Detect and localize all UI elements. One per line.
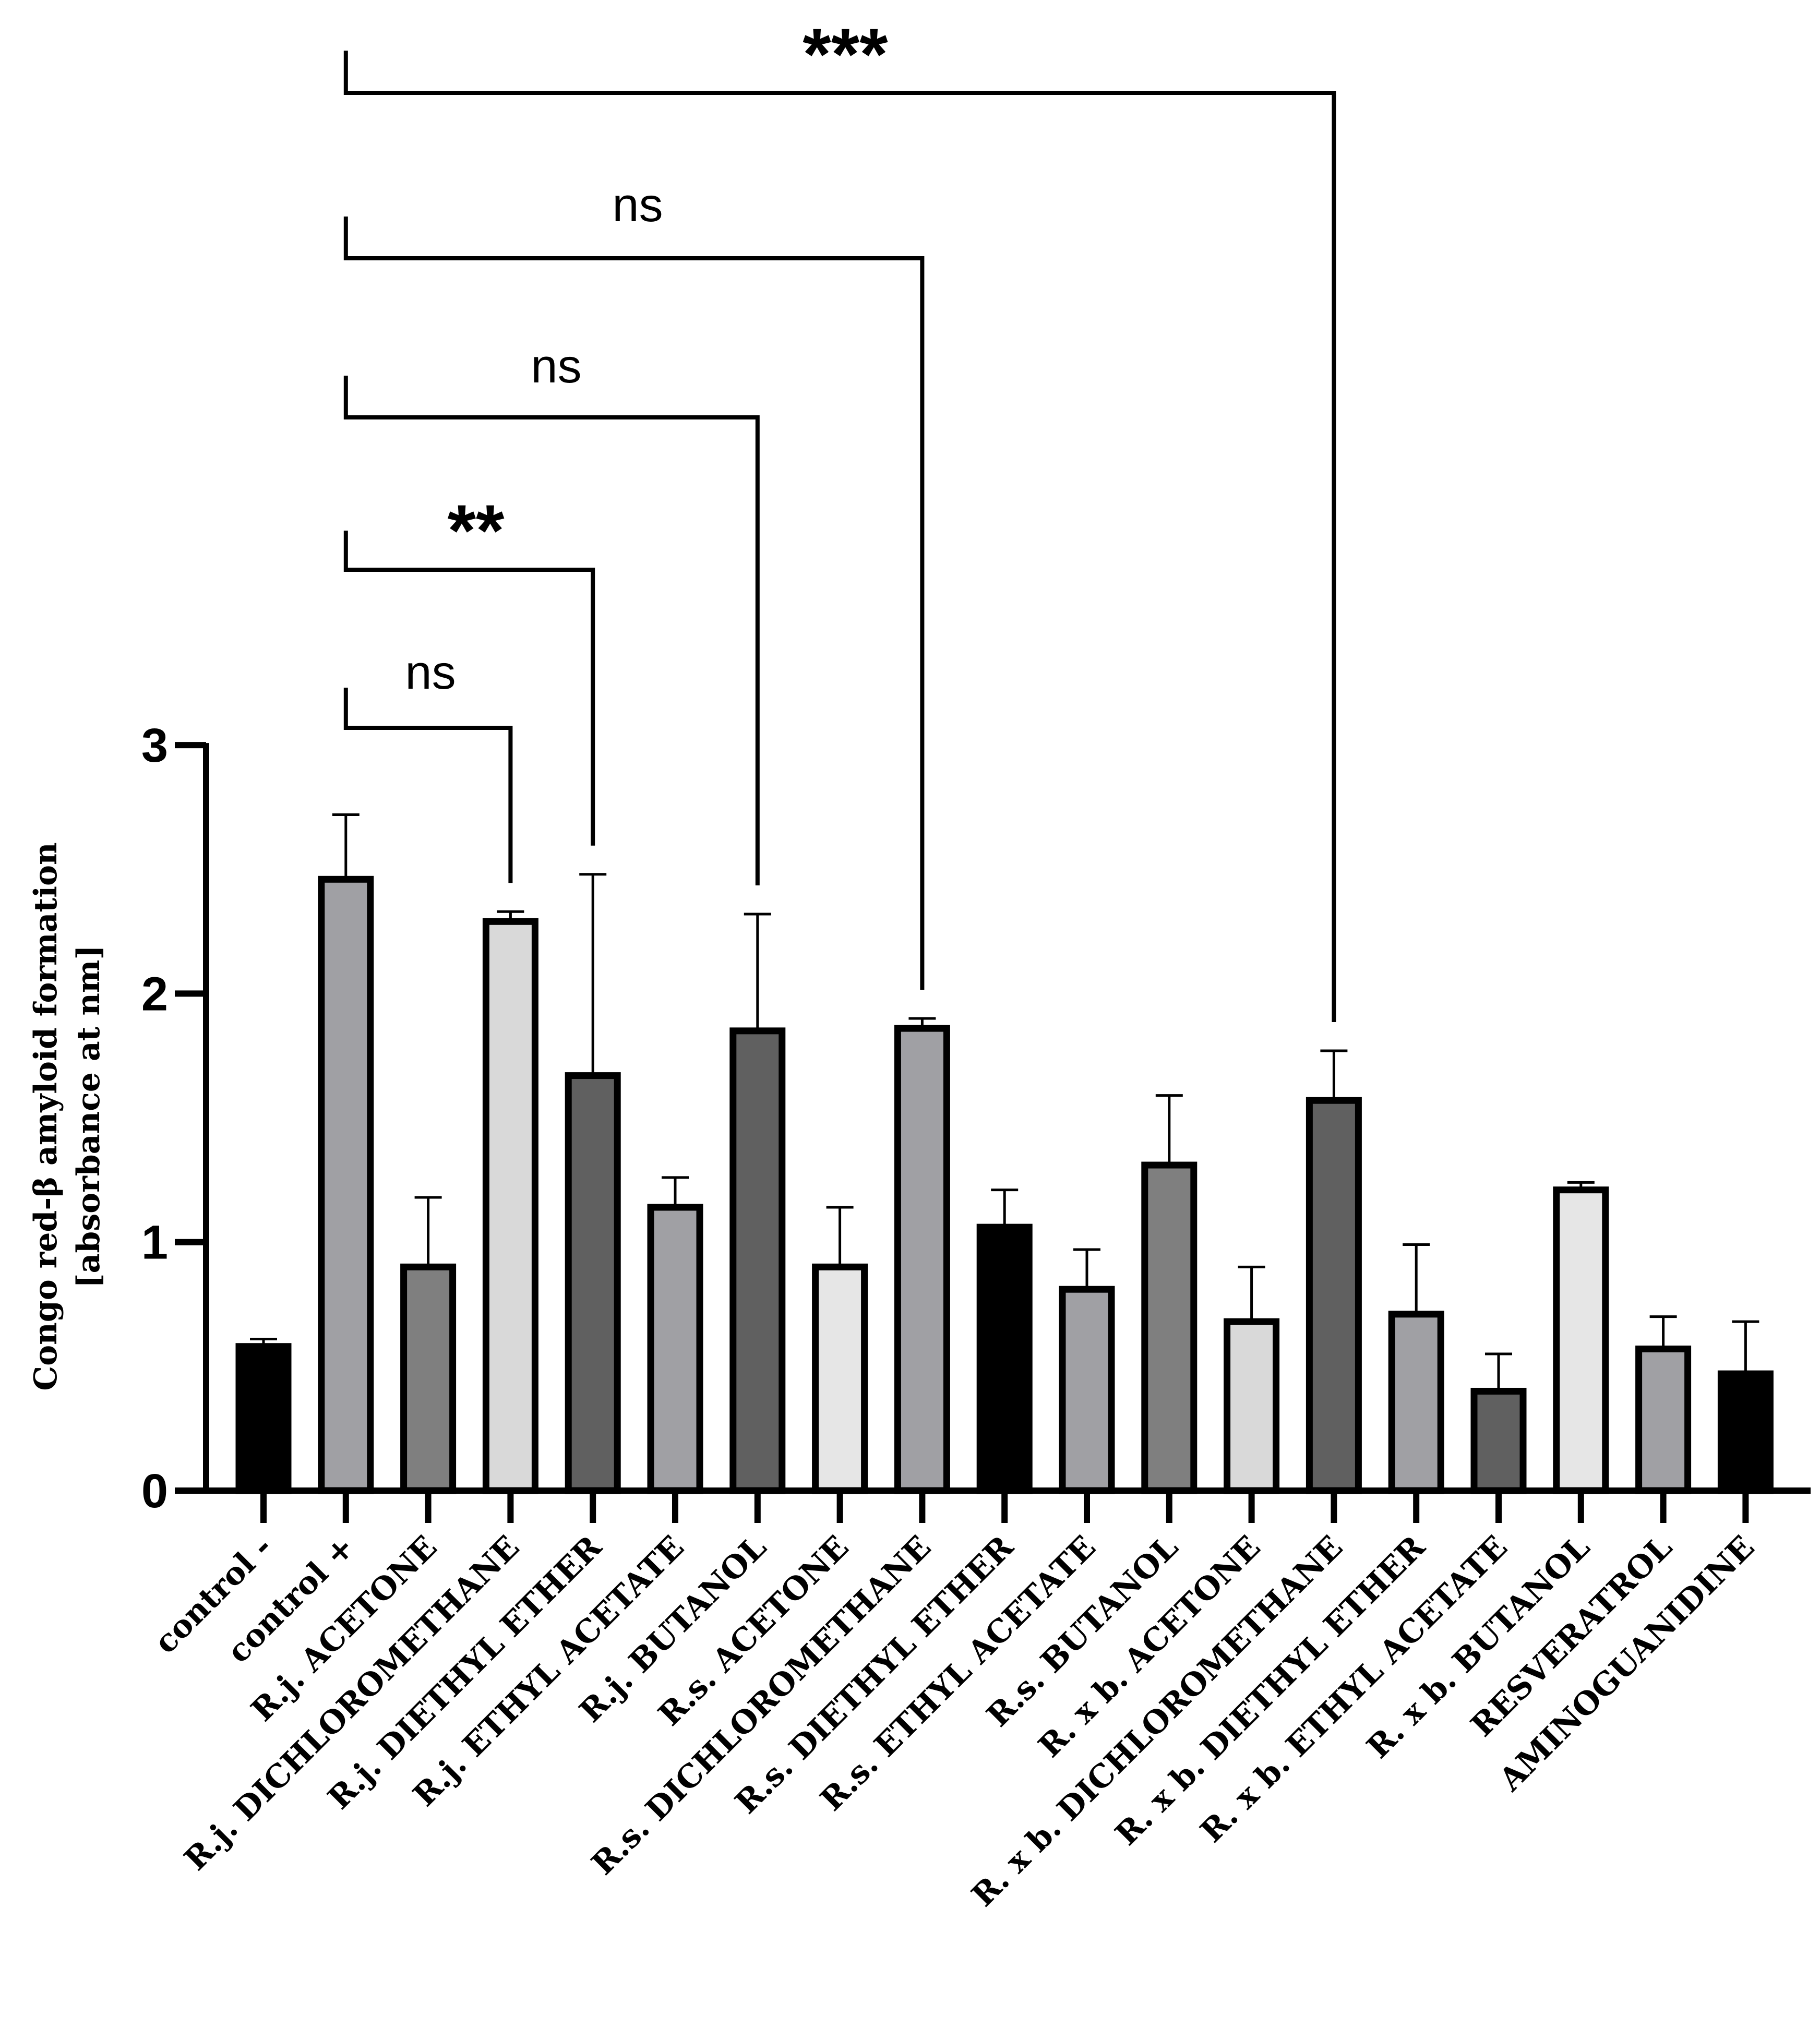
bar (1224, 1318, 1280, 1494)
significance-label: ** (448, 489, 505, 571)
bar (729, 1027, 786, 1494)
bar (647, 1204, 703, 1494)
significance-bracket (343, 531, 595, 846)
y-tick-label: 2 (141, 967, 168, 1021)
bar (1306, 1097, 1362, 1494)
bar (1635, 1346, 1692, 1494)
bar (235, 1343, 292, 1494)
bar (565, 1072, 621, 1494)
y-tick-label: 3 (141, 719, 168, 772)
significance-label: ns (612, 178, 663, 232)
bar (400, 1263, 457, 1494)
bar (482, 918, 538, 1494)
significance-bracket (343, 51, 1336, 1022)
bar (1388, 1311, 1444, 1494)
bar (1553, 1186, 1609, 1494)
significance-bracket (343, 688, 513, 883)
bar (894, 1025, 950, 1494)
significance-brackets: ns ** ns ns *** (343, 13, 1336, 1022)
error-bars (250, 813, 1759, 1391)
bar (976, 1223, 1033, 1494)
y-tick-labels: 0 1 2 3 (141, 719, 168, 1518)
y-tick-label: 1 (141, 1216, 168, 1269)
significance-bracket (343, 376, 760, 885)
bar (318, 875, 374, 1494)
bar (1141, 1161, 1198, 1494)
bar (1470, 1387, 1527, 1494)
significance-label: ns (405, 646, 456, 699)
bars (235, 875, 1774, 1494)
y-tick-label: 0 (141, 1465, 168, 1518)
y-axis-label-line2: [absorbance at nm] (70, 945, 107, 1288)
significance-label: *** (803, 13, 888, 95)
bar (1717, 1370, 1774, 1494)
bar (812, 1263, 868, 1494)
significance-bracket (343, 217, 925, 990)
y-axis-label-line1: Congo red-β amyloid formation (28, 842, 64, 1390)
significance-label: ns (531, 340, 581, 393)
bar (1059, 1286, 1115, 1494)
